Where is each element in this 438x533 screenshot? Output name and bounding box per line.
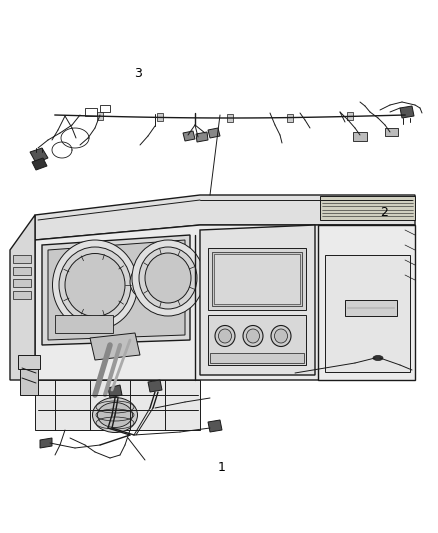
Polygon shape — [208, 420, 222, 432]
Bar — [208, 315, 306, 365]
Polygon shape — [400, 106, 414, 118]
Ellipse shape — [92, 398, 138, 432]
Polygon shape — [10, 215, 35, 380]
Bar — [18, 355, 40, 369]
Bar — [214, 254, 300, 304]
Bar — [353, 132, 367, 141]
Bar — [210, 353, 304, 363]
Polygon shape — [200, 225, 315, 375]
Bar — [55, 315, 113, 333]
Ellipse shape — [145, 253, 191, 303]
Ellipse shape — [271, 326, 291, 346]
Bar — [13, 255, 31, 263]
Polygon shape — [35, 195, 415, 240]
Bar — [345, 300, 397, 316]
Polygon shape — [48, 240, 185, 340]
Ellipse shape — [53, 240, 138, 330]
Polygon shape — [183, 131, 195, 141]
Polygon shape — [196, 132, 208, 142]
Ellipse shape — [373, 356, 383, 360]
Ellipse shape — [139, 247, 197, 309]
Ellipse shape — [132, 240, 204, 316]
Ellipse shape — [243, 326, 263, 346]
Polygon shape — [90, 333, 140, 360]
Bar — [227, 114, 233, 122]
Polygon shape — [108, 385, 122, 398]
Polygon shape — [35, 225, 415, 380]
Ellipse shape — [98, 402, 133, 427]
Ellipse shape — [65, 254, 125, 317]
Bar — [100, 105, 110, 112]
Ellipse shape — [275, 329, 287, 343]
Polygon shape — [208, 128, 220, 138]
Polygon shape — [40, 438, 52, 448]
Bar — [13, 279, 31, 287]
Ellipse shape — [130, 266, 160, 298]
Polygon shape — [35, 380, 200, 430]
Ellipse shape — [247, 329, 259, 343]
Polygon shape — [325, 255, 410, 372]
Text: 3: 3 — [134, 67, 142, 80]
Bar — [212, 252, 302, 306]
Polygon shape — [30, 148, 48, 163]
Bar — [97, 112, 103, 120]
Bar — [208, 248, 306, 310]
Ellipse shape — [215, 326, 235, 346]
Bar — [13, 267, 31, 275]
Bar — [157, 114, 163, 122]
Bar — [347, 112, 353, 120]
Ellipse shape — [59, 247, 131, 323]
Bar — [20, 365, 38, 395]
Text: 2: 2 — [380, 206, 388, 219]
Bar — [85, 108, 97, 116]
Bar — [13, 291, 31, 299]
Text: 1: 1 — [217, 462, 225, 474]
Bar — [385, 128, 398, 136]
Polygon shape — [32, 158, 47, 170]
Polygon shape — [318, 225, 415, 380]
Polygon shape — [148, 380, 162, 392]
Bar — [287, 114, 293, 122]
Ellipse shape — [134, 270, 156, 294]
Polygon shape — [42, 235, 190, 345]
Polygon shape — [320, 196, 415, 220]
Ellipse shape — [219, 329, 232, 343]
